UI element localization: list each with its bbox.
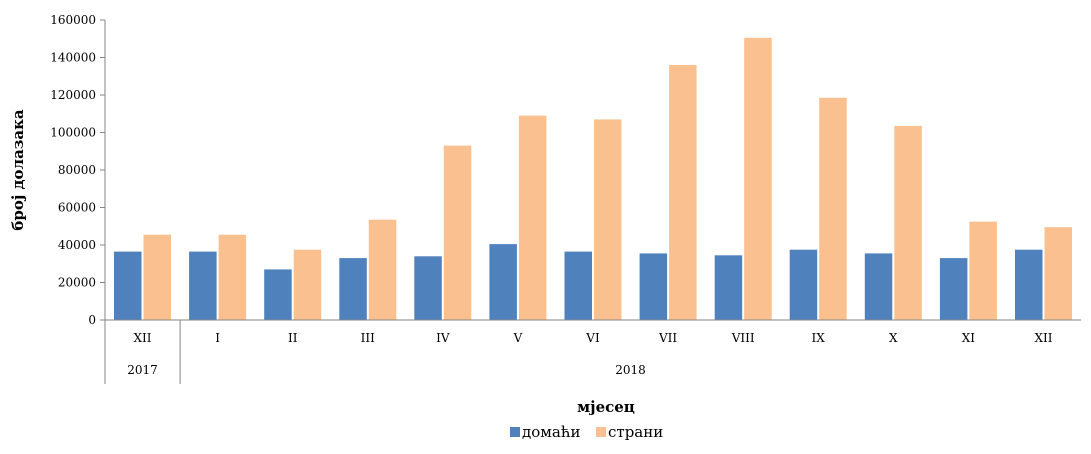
bar-foreign-6 bbox=[594, 119, 622, 321]
x-axis-title: мјесец bbox=[577, 398, 635, 416]
bar-foreign-2 bbox=[293, 249, 322, 320]
bar-foreign-8 bbox=[744, 37, 772, 321]
y-tick-label: 40000 bbox=[58, 238, 96, 252]
bar-foreign-4 bbox=[443, 145, 472, 320]
bar-foreign-5 bbox=[518, 115, 547, 320]
group-label: 2017 bbox=[127, 363, 158, 377]
bar-domestic-3 bbox=[339, 258, 367, 320]
legend-swatch-foreign bbox=[596, 427, 606, 437]
x-tick-label: XI bbox=[962, 331, 976, 345]
x-tick-label: VIII bbox=[731, 331, 755, 345]
y-tick-label: 100000 bbox=[50, 126, 96, 140]
bar-foreign-3 bbox=[368, 219, 397, 320]
x-tick-label: V bbox=[513, 331, 523, 345]
x-tick-label: IV bbox=[436, 331, 450, 345]
y-tick-label: 140000 bbox=[50, 51, 96, 65]
x-tick-label: I bbox=[215, 331, 220, 345]
x-tick-label: II bbox=[288, 331, 298, 345]
bar-domestic-7 bbox=[639, 253, 668, 320]
bar-foreign-10 bbox=[894, 125, 922, 321]
x-tick-label: VII bbox=[658, 331, 677, 345]
bar-domestic-11 bbox=[939, 258, 968, 320]
bar-domestic-8 bbox=[714, 255, 743, 320]
bar-domestic-5 bbox=[489, 244, 517, 320]
bar-domestic-12 bbox=[1015, 249, 1043, 320]
y-tick-label: 80000 bbox=[58, 163, 96, 177]
bar-foreign-12 bbox=[1044, 227, 1072, 320]
bar-foreign-7 bbox=[669, 65, 697, 320]
bar-domestic-10 bbox=[864, 253, 893, 320]
x-tick-label: XII bbox=[1034, 331, 1052, 345]
y-tick-label: 120000 bbox=[50, 88, 96, 102]
legend-label-foreign: страни bbox=[608, 423, 663, 441]
y-tick-label: 20000 bbox=[58, 276, 96, 290]
bar-foreign-1 bbox=[218, 234, 247, 320]
bar-foreign-11 bbox=[969, 221, 997, 320]
x-tick-label: X bbox=[889, 331, 898, 345]
y-tick-label: 60000 bbox=[58, 201, 96, 215]
bar-domestic-4 bbox=[414, 256, 442, 321]
bar-domestic-9 bbox=[789, 249, 818, 320]
group-label: 2018 bbox=[615, 363, 646, 377]
bar-domestic-1 bbox=[189, 251, 217, 320]
bar-domestic-2 bbox=[264, 269, 292, 320]
x-tick-label: IX bbox=[812, 331, 826, 345]
x-tick-label: VI bbox=[585, 331, 600, 345]
bar-domestic-0 bbox=[114, 251, 142, 320]
x-tick-label: XII bbox=[133, 331, 151, 345]
bar-foreign-0 bbox=[143, 234, 171, 320]
x-tick-label: III bbox=[361, 331, 375, 345]
legend: домаћи страни bbox=[510, 423, 663, 441]
legend-swatch-domestic bbox=[510, 427, 520, 437]
y-axis-title: број долазака bbox=[9, 109, 27, 231]
y-tick-label: 0 bbox=[88, 313, 96, 327]
legend-label-domestic: домаћи bbox=[522, 423, 581, 441]
bar-domestic-6 bbox=[564, 251, 592, 320]
bar-foreign-9 bbox=[819, 97, 847, 320]
y-tick-label: 160000 bbox=[50, 13, 96, 27]
